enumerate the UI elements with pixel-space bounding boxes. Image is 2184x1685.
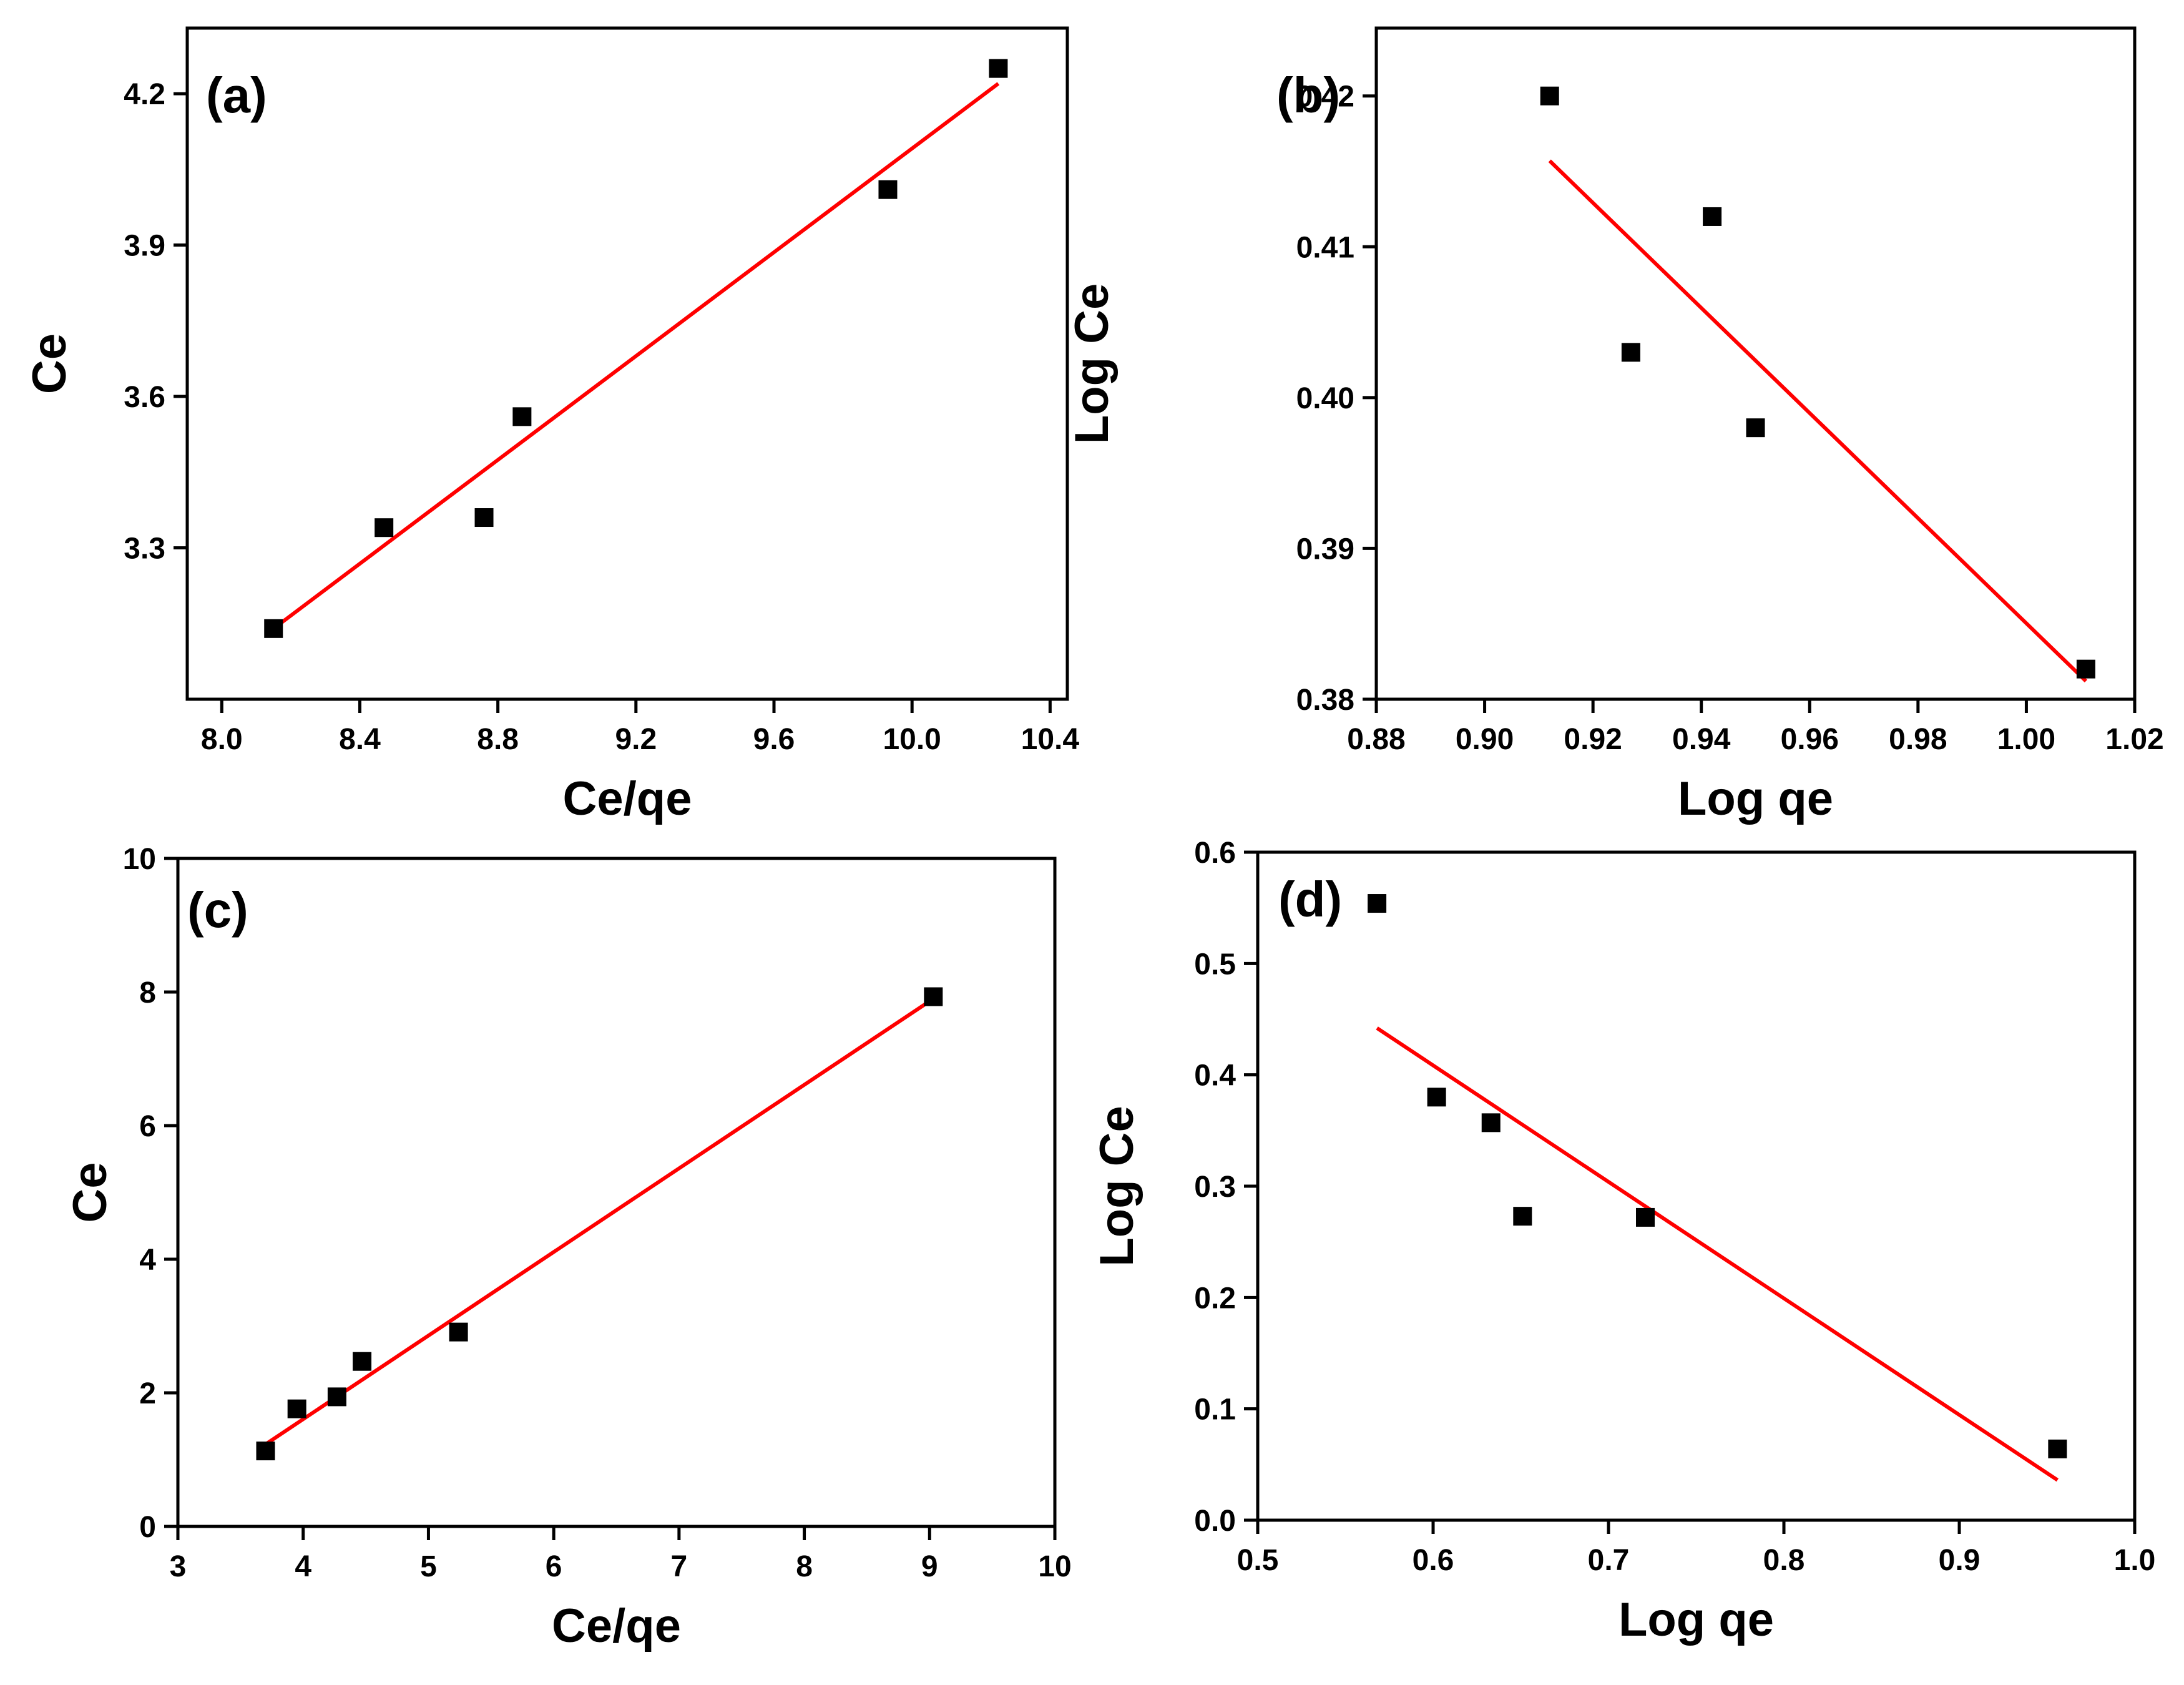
- data-point: [449, 1322, 468, 1342]
- x-tick-label: 6: [546, 1550, 562, 1583]
- x-tick-label: 1.00: [1997, 723, 2055, 756]
- x-tick-label: 9: [921, 1550, 938, 1583]
- x-tick-label: 4: [295, 1550, 311, 1583]
- x-tick-label: 8.4: [339, 723, 381, 756]
- y-tick-label: 0.6: [1194, 837, 1236, 870]
- y-tick-label: 0.1: [1194, 1393, 1236, 1427]
- y-tick-label: 6: [139, 1110, 156, 1143]
- x-tick-label: 5: [420, 1550, 437, 1583]
- data-point: [1636, 1207, 1655, 1227]
- panel-label: (c): [187, 882, 248, 938]
- x-tick-label: 10.4: [1021, 723, 1080, 756]
- data-point: [2076, 659, 2095, 679]
- data-point: [1513, 1207, 1532, 1226]
- x-tick-label: 10.0: [883, 723, 941, 756]
- x-tick-label: 9.2: [615, 723, 657, 756]
- data-point: [353, 1352, 372, 1371]
- y-axis-title: Ce: [64, 1162, 117, 1222]
- panel-d: 0.5 0.6 0.7 0.8 0.9 1.0 0.0 0.1 0.2 0.3 0.4 0.5 0.6 L…: [1090, 837, 2155, 1646]
- x-tick-label: 1.02: [2105, 723, 2163, 756]
- y-tick-label: 0.39: [1296, 533, 1354, 566]
- panel-b: 0.88 0.90 0.92 0.94 0.96 0.98 1.00 1.02 0.38 0.39…: [1065, 26, 2164, 825]
- y-tick-label: 8: [139, 976, 156, 1010]
- plot-frame: [176, 857, 1057, 1528]
- data-point: [474, 508, 494, 528]
- x-tick-label: 8: [796, 1550, 813, 1583]
- x-tick-label: 0.98: [1889, 723, 1947, 756]
- data-point: [1540, 86, 1559, 106]
- y-tick-label: 0.38: [1296, 684, 1354, 717]
- x-tick-label: 0.90: [1456, 723, 1514, 756]
- data-point: [1621, 343, 1640, 362]
- y-axis-title: Ce: [23, 333, 76, 394]
- x-axis-title: Ce/qe: [563, 772, 692, 825]
- data-point: [256, 1442, 275, 1461]
- x-axis-title: Log qe: [1618, 1593, 1774, 1646]
- data-point: [327, 1387, 346, 1407]
- x-tick-label: 0.94: [1672, 723, 1731, 756]
- data-point: [924, 987, 943, 1006]
- x-tick-label: 0.7: [1588, 1544, 1630, 1577]
- data-point: [287, 1399, 306, 1418]
- y-tick-label: 0.40: [1296, 382, 1354, 415]
- data-point: [989, 59, 1008, 78]
- plot-frame: [1374, 26, 2137, 701]
- data-point: [375, 518, 394, 538]
- x-tick-label: 0.88: [1347, 723, 1405, 756]
- fit-line: [1376, 1026, 2059, 1482]
- x-tick-label: 0.96: [1781, 723, 1839, 756]
- y-tick-label: 10: [123, 843, 156, 876]
- x-tick-label: 0.8: [1763, 1544, 1805, 1577]
- panel-label: (b): [1276, 67, 1340, 123]
- panel-label: (d): [1278, 872, 1342, 927]
- y-tick-label: 0.5: [1194, 948, 1236, 981]
- x-tick-label: 10: [1038, 1550, 1071, 1583]
- panel-label: (a): [206, 67, 267, 123]
- y-axis-title: Log Ce: [1090, 1106, 1143, 1267]
- x-tick-label: 1.0: [2114, 1544, 2156, 1577]
- y-tick-label: 3.6: [124, 381, 165, 414]
- fit-line: [1548, 159, 2087, 683]
- y-axis-title: Log Ce: [1065, 283, 1119, 445]
- x-axis-title: Ce/qe: [552, 1599, 681, 1653]
- data-point: [1746, 418, 1765, 438]
- x-tick-label: 8.0: [201, 723, 243, 756]
- x-tick-label: 3: [170, 1550, 187, 1583]
- y-tick-label: 3.3: [124, 533, 165, 566]
- y-tick-label: 0.4: [1194, 1059, 1236, 1093]
- data-point: [1481, 1113, 1501, 1132]
- panel-a: 8.0 8.4 8.8 9.2 9.6 10.0 10.4 3.3 3.6 3.9 4.2 Ce/qe…: [23, 26, 1080, 825]
- y-tick-label: 2: [139, 1377, 156, 1410]
- y-tick-label: 3.9: [124, 230, 165, 263]
- data-point: [878, 180, 898, 199]
- y-tick-label: 4: [139, 1244, 156, 1277]
- data-point: [1703, 207, 1722, 226]
- y-tick-label: 0.2: [1194, 1282, 1236, 1315]
- y-tick-label: 4.2: [124, 78, 165, 111]
- data-point: [512, 407, 532, 426]
- y-tick-label: 0.42: [1296, 81, 1354, 114]
- y-tick-label: 0.0: [1194, 1505, 1236, 1538]
- y-tick-label: 0.41: [1296, 231, 1354, 264]
- x-tick-label: 7: [671, 1550, 688, 1583]
- plot-frame: [1256, 850, 2137, 1522]
- x-tick-label: 0.92: [1564, 723, 1622, 756]
- panel-c: 3 4 5 6 7 8 9 10 0 2 4 6 8 10 Ce/qe Ce (c): [64, 843, 1072, 1653]
- x-tick-label: 9.6: [753, 723, 795, 756]
- data-point: [1368, 894, 1387, 913]
- plot-frame: [185, 26, 1069, 701]
- fit-line: [264, 997, 934, 1446]
- x-tick-label: 0.6: [1413, 1544, 1454, 1577]
- data-point: [264, 619, 283, 638]
- y-tick-label: 0: [139, 1511, 156, 1544]
- y-tick-label: 0.3: [1194, 1171, 1236, 1204]
- x-tick-label: 0.5: [1237, 1544, 1279, 1577]
- x-axis-title: Log qe: [1678, 772, 1833, 825]
- fit-line: [272, 82, 1000, 631]
- data-point: [2048, 1439, 2067, 1458]
- data-point: [1427, 1088, 1446, 1107]
- x-tick-label: 0.9: [1939, 1544, 1981, 1577]
- x-tick-label: 8.8: [477, 723, 519, 756]
